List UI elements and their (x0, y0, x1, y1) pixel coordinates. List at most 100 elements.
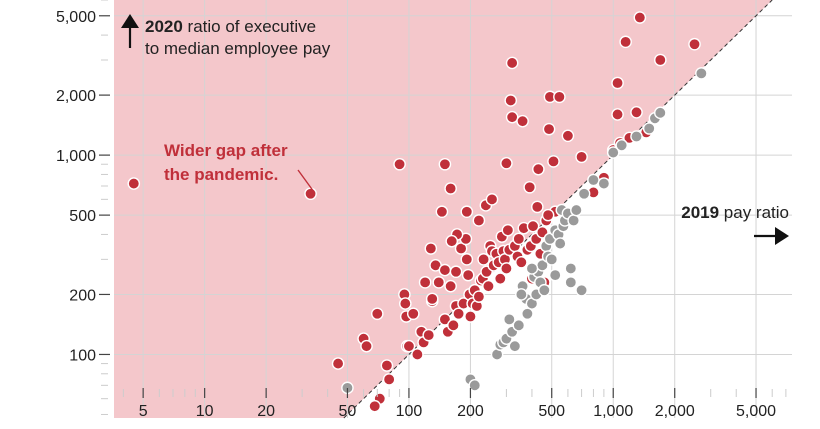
y-tick-label: 200 (69, 287, 96, 304)
wider-gap-point (438, 157, 452, 171)
wider-gap-point (411, 348, 424, 361)
region-label-line1: Wider gap after (164, 141, 288, 160)
narrower-gap-point (512, 319, 526, 332)
wider-gap-point (472, 214, 486, 227)
x-tick-label: 50 (339, 403, 357, 420)
x-tick-label: 500 (538, 403, 565, 420)
wider-gap-point (501, 223, 515, 237)
wider-gap-point (402, 339, 416, 353)
region-label-leader (297, 169, 315, 193)
wider-gap-point (633, 11, 647, 24)
wider-gap-point (482, 279, 495, 293)
wider-gap-point (422, 328, 436, 342)
wider-gap-point (575, 150, 588, 164)
wider-gap-point (553, 90, 566, 104)
wider-gap-point (505, 56, 519, 70)
wider-gap-point (500, 262, 513, 275)
wider-gap-point (561, 129, 575, 143)
wider-gap-point (532, 162, 545, 176)
x-tick-label: 100 (396, 403, 423, 420)
wider-gap-point (435, 205, 449, 219)
y-axis-title-line1: 2020 ratio of executive (145, 17, 316, 36)
narrower-gap-point (525, 262, 539, 275)
narrower-gap-point (515, 288, 528, 301)
wider-gap-point (393, 157, 406, 171)
wider-gap-point (630, 105, 643, 119)
wider-gap-point (547, 155, 560, 168)
wider-gap-point (485, 193, 499, 206)
wider-gap-point (424, 242, 438, 255)
narrower-gap-point (575, 283, 588, 297)
y-tick-label: 2,000 (56, 88, 96, 105)
narrower-gap-point (654, 106, 667, 120)
wider-gap-point (500, 156, 513, 170)
narrower-gap-point (503, 313, 516, 326)
narrower-gap-point (553, 237, 567, 250)
x-tick-label: 2,000 (655, 403, 695, 420)
y-tick-label: 1,000 (56, 148, 96, 165)
wider-gap-point (504, 94, 518, 107)
region-label-line2: the pandemic. (164, 165, 278, 184)
wider-gap-point (418, 276, 432, 289)
wider-gap-point (526, 219, 540, 233)
narrower-gap-point (695, 67, 708, 80)
y-tick-label: 5,000 (56, 9, 96, 26)
y-tick-label: 500 (69, 208, 96, 225)
x-tick-label: 5,000 (736, 403, 776, 420)
wider-gap-point (452, 307, 465, 321)
narrower-gap-point (538, 283, 551, 297)
wider-gap-point (531, 200, 544, 214)
x-tick-label: 200 (457, 403, 484, 420)
wider-gap-point (380, 359, 394, 372)
narrower-gap-point (630, 130, 643, 143)
wider-gap-point (464, 310, 477, 323)
narrower-gap-point (606, 146, 620, 159)
x-tick-label: 1,000 (593, 403, 633, 420)
narrower-gap-point (564, 262, 578, 275)
wider-gap-point (619, 35, 632, 49)
wider-gap-point (438, 263, 452, 277)
wider-gap-point (447, 319, 460, 332)
wider-gap-point (542, 122, 556, 136)
narrower-gap-point (564, 276, 578, 289)
wider-gap-point (127, 177, 141, 190)
data-points (127, 11, 708, 413)
narrower-gap-point (567, 214, 580, 227)
x-axis-title: 2019 pay ratio (681, 203, 789, 245)
narrower-gap-point (570, 203, 583, 217)
narrower-gap-point (548, 268, 562, 282)
wider-gap-point (541, 208, 555, 222)
y-axis-title-line2: to median employee pay (145, 39, 331, 58)
up-arrow-icon (121, 14, 139, 28)
x-tick-label: 5 (139, 403, 148, 420)
narrower-gap-point (577, 187, 591, 201)
wider-gap-point (477, 253, 490, 266)
narrower-gap-point (615, 139, 628, 152)
y-axis-title: 2020 ratio of executive to median employ… (121, 14, 331, 58)
wider-gap-point (516, 114, 529, 128)
region-label: Wider gap after the pandemic. (164, 141, 315, 193)
wider-gap-point (461, 268, 475, 282)
narrower-gap-point (587, 173, 600, 187)
wider-gap-point (523, 180, 536, 194)
narrower-gap-point (642, 122, 656, 135)
x-tick-label: 20 (257, 403, 275, 420)
wider-gap-point (368, 399, 382, 413)
wider-gap-point (425, 292, 439, 306)
wider-gap-point (449, 265, 463, 279)
narrower-gap-point (468, 379, 482, 392)
axes: 100 200 500 1,000 2,000 5,000 5 10 20 50 100 200 500… (56, 0, 787, 420)
wider-gap-point (611, 108, 624, 121)
narrower-gap-point (545, 253, 559, 266)
narrower-gap-point (521, 307, 534, 321)
right-arrow-icon (775, 227, 789, 245)
y-tick-label: 100 (69, 347, 96, 364)
gridlines (114, 0, 792, 418)
x-tick-label: 10 (196, 403, 214, 420)
narrower-gap-point (508, 339, 522, 353)
wider-gap-point (493, 272, 507, 285)
wider-gap-point (444, 182, 457, 195)
wider-gap-point (515, 255, 528, 269)
wider-gap-point (444, 279, 457, 293)
